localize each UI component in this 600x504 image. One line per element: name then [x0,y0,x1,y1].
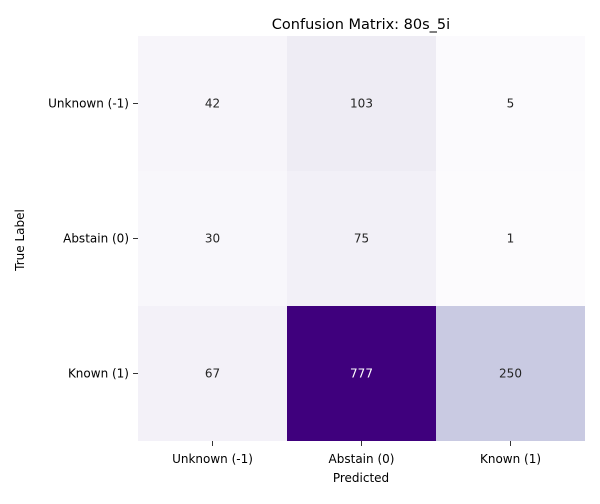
y-tick-label: Unknown (-1) [48,97,129,111]
x-axis-label: Predicted [333,471,389,485]
heatmap-cell-r2-c2 [436,306,585,441]
x-tick-label: Unknown (-1) [172,452,253,466]
chart-title: Confusion Matrix: 80s_5i [272,17,450,33]
heatmap-cell-r1-c1 [287,171,436,306]
cell-value-label: 103 [350,97,373,111]
cell-value-label: 5 [507,97,515,111]
heatmap-cell-r1-c0 [138,171,287,306]
cell-value-labels: 42 103 5 30 75 1 67 777 250 [205,97,522,381]
cell-value-label: 67 [205,367,220,381]
heatmap-cell-r0-c2 [436,36,585,171]
heatmap-cell-r1-c2 [436,171,585,306]
y-axis: Unknown (-1) Abstain (0) Known (1) [48,97,138,381]
cell-value-label: 1 [507,232,515,246]
heatmap-cell-r0-c0 [138,36,287,171]
cell-value-label: 42 [205,97,220,111]
y-tick-label: Known (1) [68,367,129,381]
y-tick-label: Abstain (0) [63,232,129,246]
heatmap-cell-r2-c1 [287,306,436,441]
heatmap-cell-r2-c0 [138,306,287,441]
heatmap-cells [138,36,585,441]
x-tick-label: Known (1) [480,452,541,466]
x-tick-label: Abstain (0) [329,452,395,466]
y-axis-label: True Label [13,209,27,272]
cell-value-label: 75 [354,232,369,246]
cell-value-label: 250 [499,367,522,381]
cell-value-label: 777 [350,367,373,381]
cell-value-label: 30 [205,232,220,246]
heatmap-cell-r0-c1 [287,36,436,171]
x-axis: Unknown (-1) Abstain (0) Known (1) [172,441,541,466]
